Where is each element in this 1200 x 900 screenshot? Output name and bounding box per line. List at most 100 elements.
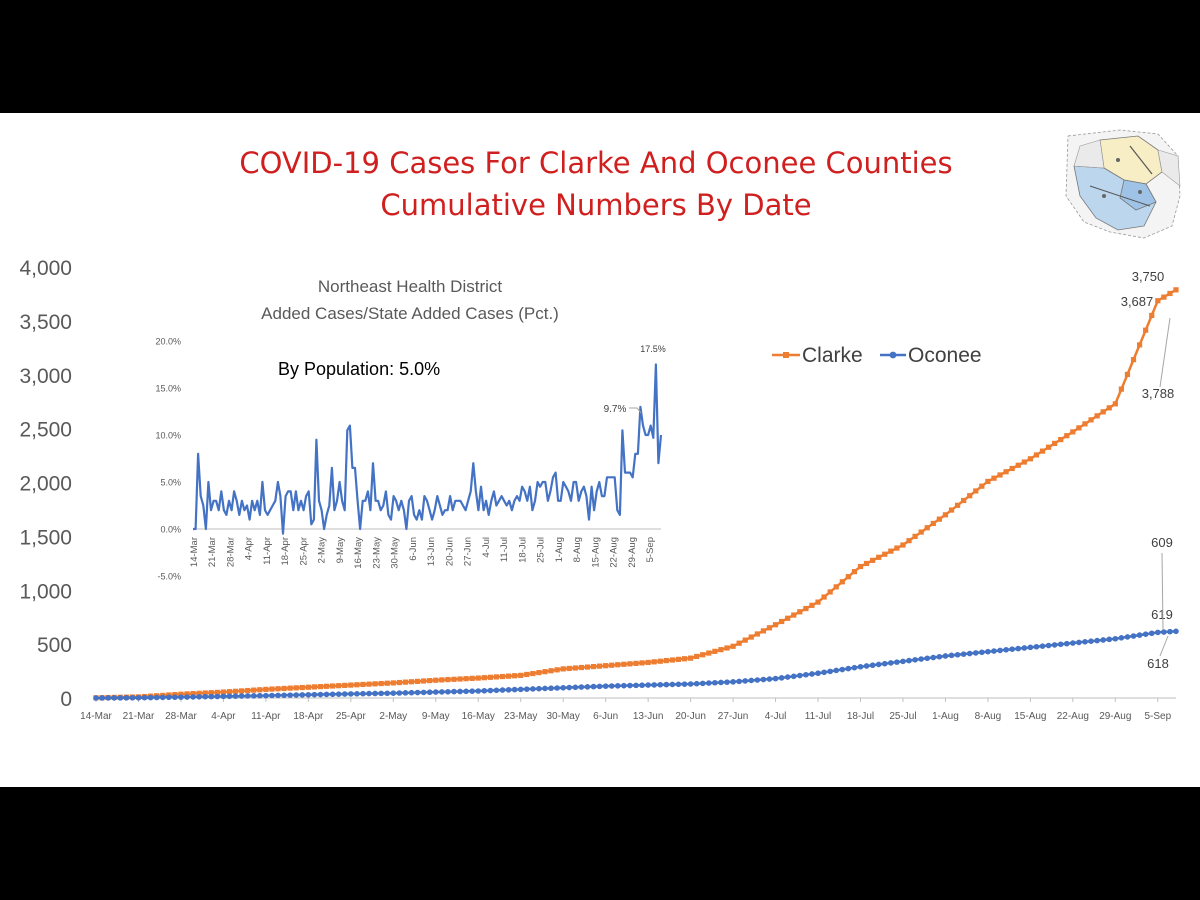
oconee-marker: [1106, 636, 1113, 643]
clarke-marker: [821, 594, 827, 600]
main-x-tick-label: 11-Jul: [805, 711, 832, 722]
clarke-marker: [1124, 371, 1131, 377]
oconee-marker: [390, 690, 397, 696]
oconee-marker: [924, 655, 931, 662]
main-x-tick-label: 29-Aug: [1099, 711, 1131, 722]
inset-x-tick-label: 28-Mar: [225, 537, 236, 567]
clarke-marker: [985, 478, 991, 485]
oconee-marker: [748, 677, 755, 684]
clarke-marker: [1070, 429, 1076, 435]
oconee-marker: [214, 693, 221, 700]
oconee-marker: [1076, 639, 1082, 646]
inset-data-label: 17.5%: [640, 344, 666, 354]
oconee-marker: [1003, 647, 1009, 653]
oconee-marker: [602, 683, 609, 689]
oconee-marker: [487, 687, 494, 694]
oconee-marker: [1124, 634, 1131, 640]
clarke-marker: [894, 545, 900, 551]
oconee-marker: [445, 688, 451, 695]
inset-x-tick-label: 18-Apr: [280, 537, 291, 566]
clarke-marker: [305, 684, 311, 690]
inset-series-group: [193, 363, 663, 535]
inset-x-tick-label: 6-Jun: [408, 537, 419, 561]
main-x-tick-label: 4-Jul: [765, 711, 787, 722]
oconee-marker: [790, 673, 797, 680]
oconee-marker: [718, 679, 724, 686]
oconee-marker: [1118, 635, 1125, 641]
inset-x-tick-label: 13-Jun: [426, 537, 437, 566]
clarke-marker: [1033, 452, 1040, 458]
main-y-tick-label: 4,000: [19, 257, 72, 280]
oconee-marker: [675, 681, 682, 688]
clarke-marker: [688, 655, 694, 661]
oconee-marker: [1167, 628, 1173, 635]
clarke-marker: [293, 685, 299, 691]
oconee-marker: [912, 657, 918, 663]
oconee-marker: [639, 682, 645, 689]
clarke-marker: [857, 563, 864, 570]
clarke-marker: [627, 661, 633, 667]
clarke-marker: [1130, 357, 1137, 363]
legend: Clarke Oconee: [772, 344, 982, 367]
oconee-marker: [554, 685, 560, 691]
clarke-marker: [560, 666, 566, 672]
inset-x-tick-label: 2-May: [317, 537, 328, 564]
clarke-marker: [663, 657, 669, 664]
oconee-marker: [226, 693, 233, 700]
clarke-marker: [445, 677, 451, 683]
clarke-marker: [269, 686, 275, 692]
main-y-tick-label: 0: [60, 688, 72, 711]
oconee-marker: [159, 694, 166, 701]
oconee-marker: [257, 692, 263, 699]
clarke-marker: [681, 656, 688, 662]
clarke-marker: [366, 681, 372, 687]
clarke-marker: [930, 520, 936, 527]
oconee-marker: [809, 671, 815, 677]
oconee-marker: [463, 688, 469, 695]
oconee-marker: [263, 692, 269, 699]
oconee-marker: [936, 653, 943, 660]
inset-y-axis: -5.0% 0.0% 5.0% 10.0% 15.0% 20.0%: [155, 337, 181, 582]
clarke-marker: [475, 675, 481, 681]
oconee-marker: [172, 694, 178, 701]
clarke-marker: [487, 674, 493, 680]
inset-x-tick-label: 11-Apr: [262, 537, 273, 565]
oconee-marker: [481, 687, 488, 694]
clarke-marker: [208, 690, 214, 696]
oconee-marker: [851, 664, 858, 671]
oconee-marker: [584, 684, 591, 690]
clarke-marker: [1082, 421, 1088, 427]
oconee-marker: [772, 675, 779, 682]
oconee-marker: [991, 648, 997, 654]
inset-x-tick-label: 4-Apr: [244, 537, 255, 560]
oconee-marker: [596, 683, 603, 690]
clarke-marker: [1015, 462, 1021, 468]
clarke-marker: [803, 605, 809, 612]
main-y-tick-label: 2,500: [19, 419, 72, 442]
oconee-marker: [530, 686, 536, 692]
main-x-tick-label: 14-Mar: [80, 711, 112, 722]
oconee-marker: [1142, 631, 1149, 637]
clarke-marker: [827, 589, 833, 595]
inset-y-tick-label: 5.0%: [160, 478, 181, 488]
oconee-marker: [972, 650, 979, 656]
inset-x-tick-label: 9-May: [335, 537, 346, 564]
oconee-marker: [275, 692, 281, 699]
oconee-marker: [797, 672, 803, 679]
clarke-marker: [226, 689, 233, 695]
clarke-marker: [942, 512, 949, 518]
oconee-marker: [1063, 640, 1070, 647]
main-x-tick-label: 20-Jun: [675, 711, 706, 722]
oconee-marker: [724, 679, 730, 685]
clarke-marker: [1027, 456, 1033, 462]
clarke-marker: [342, 682, 348, 688]
clarke-marker: [609, 662, 615, 668]
clarke-marker: [578, 664, 584, 671]
oconee-marker: [220, 693, 227, 700]
clarke-marker: [566, 665, 572, 672]
clarke-marker: [463, 676, 469, 682]
clarke-marker: [548, 668, 554, 674]
inset-series-line: [193, 363, 663, 535]
clarke-marker: [736, 640, 742, 646]
inset-x-axis: 14-Mar 21-Mar 28-Mar 4-Apr 11-Apr 18-Apr 25-Ap…: [189, 537, 656, 569]
